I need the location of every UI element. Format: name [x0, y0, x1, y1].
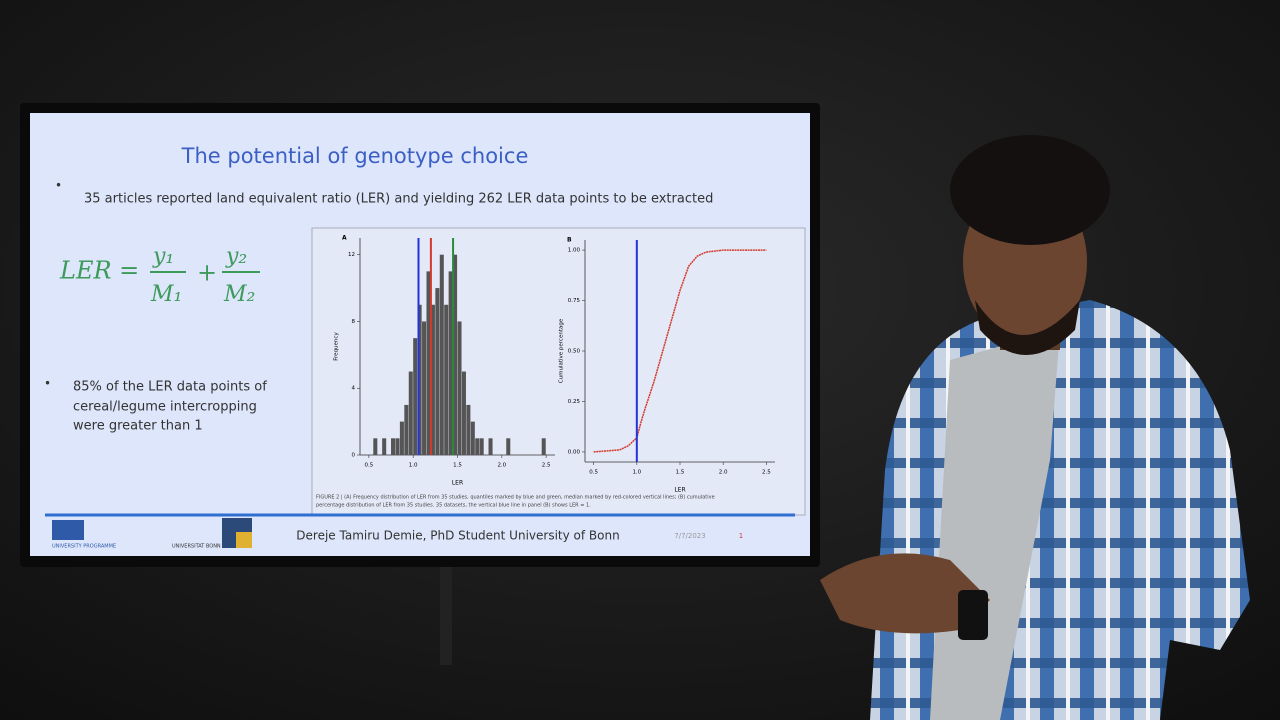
bullet: cereal/legume intercropping: [73, 400, 257, 415]
bar: [382, 438, 387, 455]
bar: [444, 304, 449, 455]
x-tick-label: 2.0: [719, 470, 728, 476]
caption: percentage distribution of LER from 35 s…: [316, 503, 591, 509]
bar: [413, 338, 418, 455]
formula-num: y₂: [225, 244, 247, 269]
x-tick-label: 1.0: [409, 463, 418, 469]
panel-label: A: [342, 235, 347, 242]
bar: [395, 438, 400, 455]
bar: [373, 438, 378, 455]
watch: [958, 590, 988, 640]
bar: [426, 271, 431, 455]
x-tick-label: 2.5: [762, 470, 771, 476]
footer-date: 7/7/2023: [674, 532, 705, 540]
axis-label: LER: [452, 480, 463, 487]
bar: [391, 438, 396, 455]
formula-num: y₁: [152, 244, 174, 269]
bar: [453, 254, 458, 455]
footer-author: Dereje Tamiru Demie, PhD Student Univers…: [296, 529, 619, 543]
y-tick-label: 12: [348, 252, 355, 258]
y-tick-label: 0.00: [568, 449, 581, 455]
bar: [479, 438, 484, 455]
footer-page: 1: [739, 532, 743, 540]
bar: [408, 371, 413, 455]
presenter: [820, 135, 1250, 720]
x-tick-label: 0.5: [364, 463, 373, 469]
bar: [404, 404, 409, 455]
y-tick-label: 0.75: [568, 298, 581, 304]
y-tick-label: 1.00: [568, 248, 581, 254]
bar: [439, 254, 444, 455]
formula-plus: +: [197, 259, 217, 287]
logo: [236, 532, 252, 548]
formula-den: M₁: [150, 282, 182, 307]
charts: A LER Frequency 0.5 1.0 1.5 2.0 2.5 0 4 8 12 B LER Cum…: [334, 235, 775, 494]
x-tick-label: 0.5: [589, 470, 598, 476]
bar: [417, 304, 422, 455]
y-tick-label: 4: [352, 386, 356, 392]
bullet: were greater than 1: [73, 419, 203, 434]
bar: [488, 438, 493, 455]
x-tick-label: 2.0: [497, 463, 506, 469]
bar: [448, 271, 453, 455]
axis-label: Frequency: [334, 332, 340, 361]
bar: [470, 421, 475, 455]
formula-lhs: LER =: [59, 257, 139, 285]
bar: [422, 321, 427, 455]
tv-stand: [440, 565, 452, 665]
bar: [506, 438, 511, 455]
bullet: 85% of the LER data points of: [73, 380, 267, 395]
y-tick-label: 0: [352, 453, 356, 459]
bar: [399, 421, 404, 455]
panel-label: B: [567, 237, 572, 244]
x-tick-label: 1.5: [453, 463, 462, 469]
figure: [311, 227, 806, 516]
beard: [975, 300, 1080, 355]
hands: [820, 553, 990, 634]
axis-label: LER: [674, 487, 685, 494]
bar: [435, 288, 440, 455]
x-tick-label: 1.0: [632, 470, 641, 476]
axis-label: Cumulative percentage: [559, 318, 565, 383]
bar: [461, 371, 466, 455]
bullet: 35 articles reported land equivalent rat…: [84, 192, 713, 207]
x-tick-label: 2.5: [542, 463, 551, 469]
formula: LER = y₁ M₁ + y₂ M₂: [59, 244, 260, 307]
logo: [52, 520, 84, 540]
line: [593, 249, 767, 453]
bar: [457, 321, 462, 455]
bullet-dot: •: [55, 179, 62, 193]
bar: [430, 304, 435, 455]
formula-den: M₂: [223, 282, 255, 307]
x-tick-label: 1.5: [676, 470, 685, 476]
hair: [950, 135, 1110, 245]
logo-text: UNIVERSITY PROGRAMME: [52, 544, 116, 550]
logo-text: UNIVERSITAT BONN: [172, 544, 221, 550]
bar: [541, 438, 546, 455]
bar: [475, 438, 480, 455]
y-tick-label: 8: [352, 319, 356, 325]
y-tick-label: 0.50: [568, 349, 581, 355]
bullet-dot: •: [44, 377, 51, 391]
caption: FIGURE 2 | (A) Frequency distribution of…: [316, 495, 715, 501]
y-tick-label: 0.25: [568, 399, 581, 405]
slide-title: The potential of genotype choice: [181, 144, 529, 168]
bar: [466, 404, 471, 455]
